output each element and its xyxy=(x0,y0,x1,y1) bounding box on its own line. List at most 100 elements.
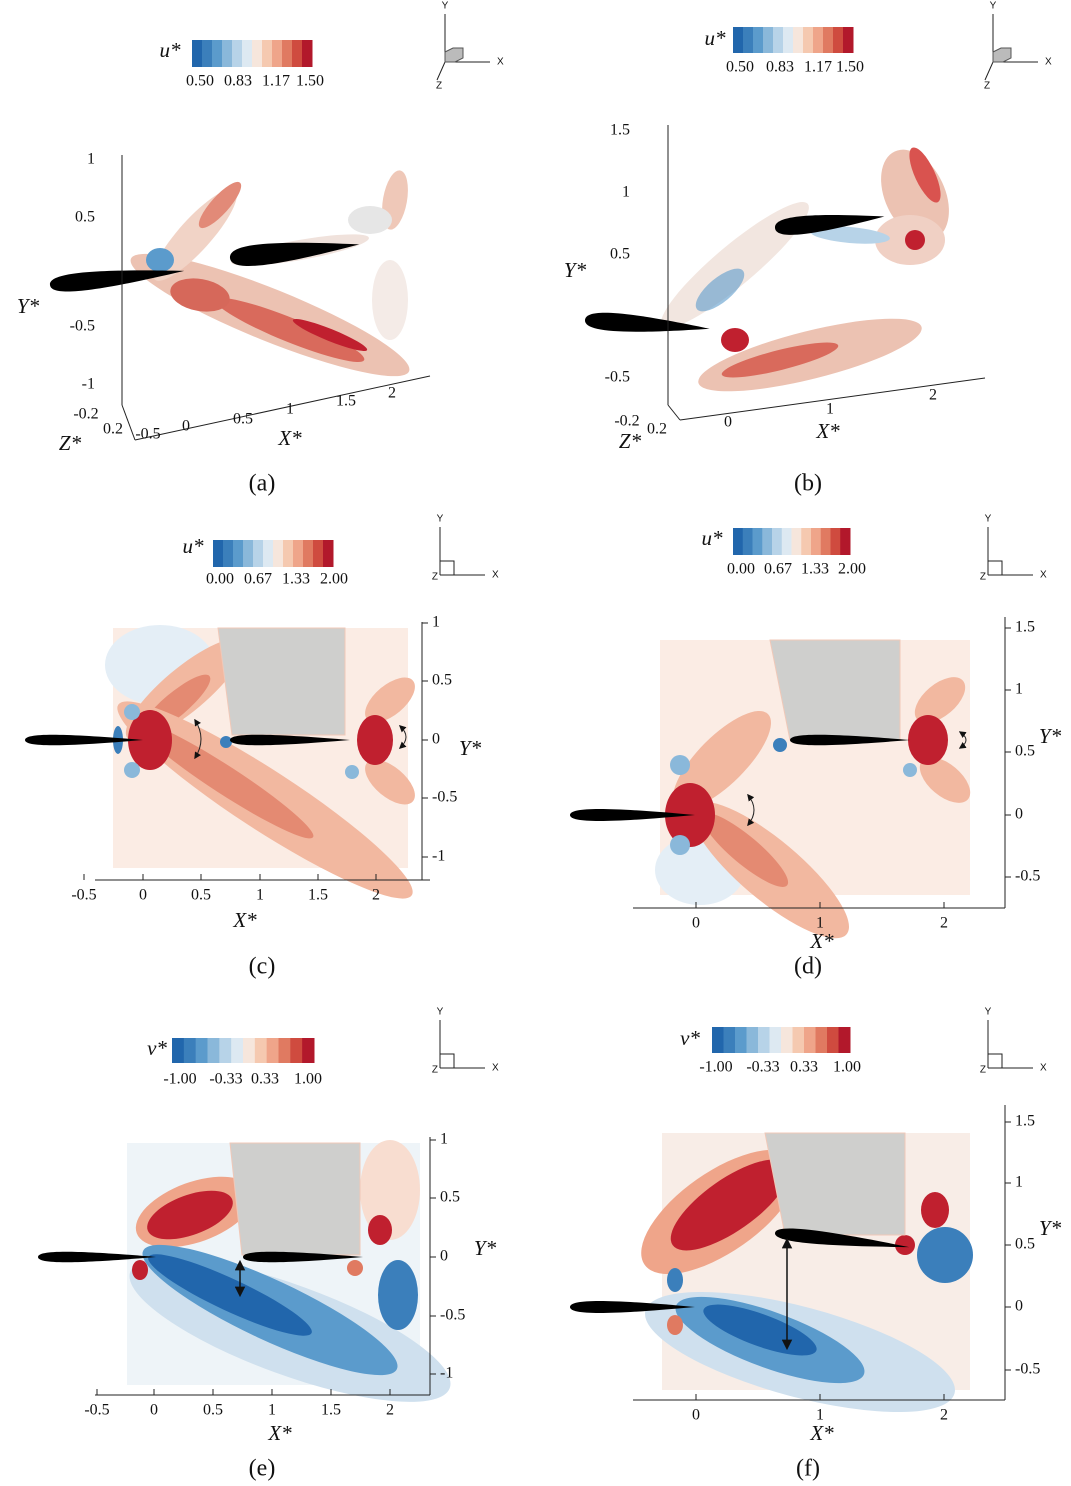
colorbar-step xyxy=(816,1027,828,1053)
x-tick-label: 1 xyxy=(256,887,264,904)
triad xyxy=(440,527,485,575)
triad-label: Y xyxy=(985,514,992,525)
y-tick-label: 0.5 xyxy=(432,672,452,689)
colorbar-step xyxy=(782,528,792,555)
colorbar-step xyxy=(192,40,203,67)
colorbar-step xyxy=(243,540,254,567)
y-axis-label: Y* xyxy=(17,294,40,318)
x-tick-label: 2 xyxy=(386,1402,394,1419)
x-tick-label: 0.5 xyxy=(203,1402,223,1419)
colorbar-step xyxy=(724,1027,736,1053)
colorbar-step xyxy=(823,27,834,53)
x-tick-label: 2 xyxy=(940,915,948,932)
triad-label: Y xyxy=(442,1,449,12)
colorbar-tick-label: 1.17 xyxy=(804,59,832,76)
colorbar-step xyxy=(793,27,804,53)
colorbar-step xyxy=(212,40,223,67)
triad-label: X xyxy=(492,1063,499,1074)
colorbar-tick-label: 1.17 xyxy=(262,73,290,90)
colorbar-step xyxy=(843,27,854,53)
y-tick-label: 1 xyxy=(622,184,630,201)
colorbar-step xyxy=(747,1027,759,1053)
y-tick-label: 1.5 xyxy=(1015,619,1035,636)
z-axis-label: Z* xyxy=(619,429,642,453)
y-tick-label: -1 xyxy=(432,848,445,865)
y-tick-label: 1.5 xyxy=(610,122,630,139)
x-tick-label: 0 xyxy=(139,887,147,904)
colorbar-step xyxy=(196,1038,208,1063)
colorbar-step xyxy=(243,1038,255,1063)
x-tick-label: -0.5 xyxy=(84,1402,109,1419)
flow-region xyxy=(132,1260,148,1280)
triad-label: X xyxy=(497,57,504,68)
y-tick-label: -0.5 xyxy=(70,318,95,335)
x-tick-label: -0.5 xyxy=(71,887,96,904)
colorbar-tick-label: 1.33 xyxy=(282,571,310,588)
colorbar-tick-label: 2.00 xyxy=(838,561,866,578)
colorbar-tick-label: 2.00 xyxy=(320,571,348,588)
flow-region xyxy=(378,1260,418,1330)
flow-region xyxy=(347,1260,363,1276)
colorbar-step xyxy=(811,528,821,555)
x-tick-label: 2 xyxy=(929,387,937,404)
colorbar-step xyxy=(282,40,293,67)
panel-caption: (f) xyxy=(796,1456,820,1482)
x-tick-label: 0 xyxy=(724,414,732,431)
colorbar-step xyxy=(313,540,324,567)
x-tick-label: 1.5 xyxy=(321,1402,341,1419)
z-tick-label: 0.2 xyxy=(647,421,667,438)
x-tick-label: 1 xyxy=(268,1402,276,1419)
colorbar-step xyxy=(262,40,273,67)
triad-label: Y xyxy=(985,1007,992,1018)
triad xyxy=(988,1020,1033,1068)
z-tick-label: -0.2 xyxy=(73,406,98,423)
colorbar-step xyxy=(783,27,794,53)
colorbar-step xyxy=(753,27,764,53)
x-axis-label: X* xyxy=(809,929,834,953)
colorbar-step xyxy=(213,540,224,567)
x-tick-label: 1.5 xyxy=(308,887,328,904)
colorbar-step xyxy=(283,540,294,567)
triad-label: Y xyxy=(990,1,997,12)
colorbar-step xyxy=(773,27,784,53)
x-tick-label: 0.5 xyxy=(191,887,211,904)
z-axis xyxy=(122,405,135,440)
colorbar-step xyxy=(292,40,303,67)
colorbar-step xyxy=(232,40,243,67)
z-axis xyxy=(668,405,680,420)
y-axis-label: Y* xyxy=(1039,1216,1062,1240)
colorbar-tick-label: 0.67 xyxy=(764,561,792,578)
y-tick-label: 0 xyxy=(1015,1298,1023,1315)
flow-region xyxy=(905,230,925,250)
x-tick-label: 1.5 xyxy=(336,393,356,410)
colorbar-step xyxy=(242,40,253,67)
colorbar-step xyxy=(712,1027,724,1053)
flow-region xyxy=(721,328,749,352)
flow-region xyxy=(921,1192,949,1228)
x-tick-label: 1 xyxy=(826,401,834,418)
flow-region xyxy=(649,189,820,342)
y-tick-label: 0 xyxy=(432,731,440,748)
colorbar-step xyxy=(222,40,233,67)
triad-label: Y xyxy=(437,514,444,525)
colorbar-label: u* xyxy=(160,38,182,62)
y-tick-label: 1 xyxy=(87,151,95,168)
colorbar-step xyxy=(202,40,213,67)
colorbar-tick-label: 0.33 xyxy=(790,1059,818,1076)
colorbar-label: u* xyxy=(702,526,724,550)
colorbar-step xyxy=(290,1038,302,1063)
colorbar-step xyxy=(733,27,744,53)
x-tick-label: 2 xyxy=(372,887,380,904)
x-axis-label: X* xyxy=(232,908,257,932)
x-tick-label: -0.5 xyxy=(135,426,160,443)
wing-section xyxy=(218,628,345,735)
colorbar-step xyxy=(758,1027,770,1053)
triad-label: X xyxy=(492,570,499,581)
colorbar-step xyxy=(753,528,763,555)
y-tick-label: 0.5 xyxy=(1015,743,1035,760)
flow-region xyxy=(220,736,232,748)
colorbar-step xyxy=(233,540,244,567)
colorbar-step xyxy=(793,1027,805,1053)
colorbar-tick-label: 1.33 xyxy=(801,561,829,578)
colorbar-step xyxy=(804,1027,816,1053)
